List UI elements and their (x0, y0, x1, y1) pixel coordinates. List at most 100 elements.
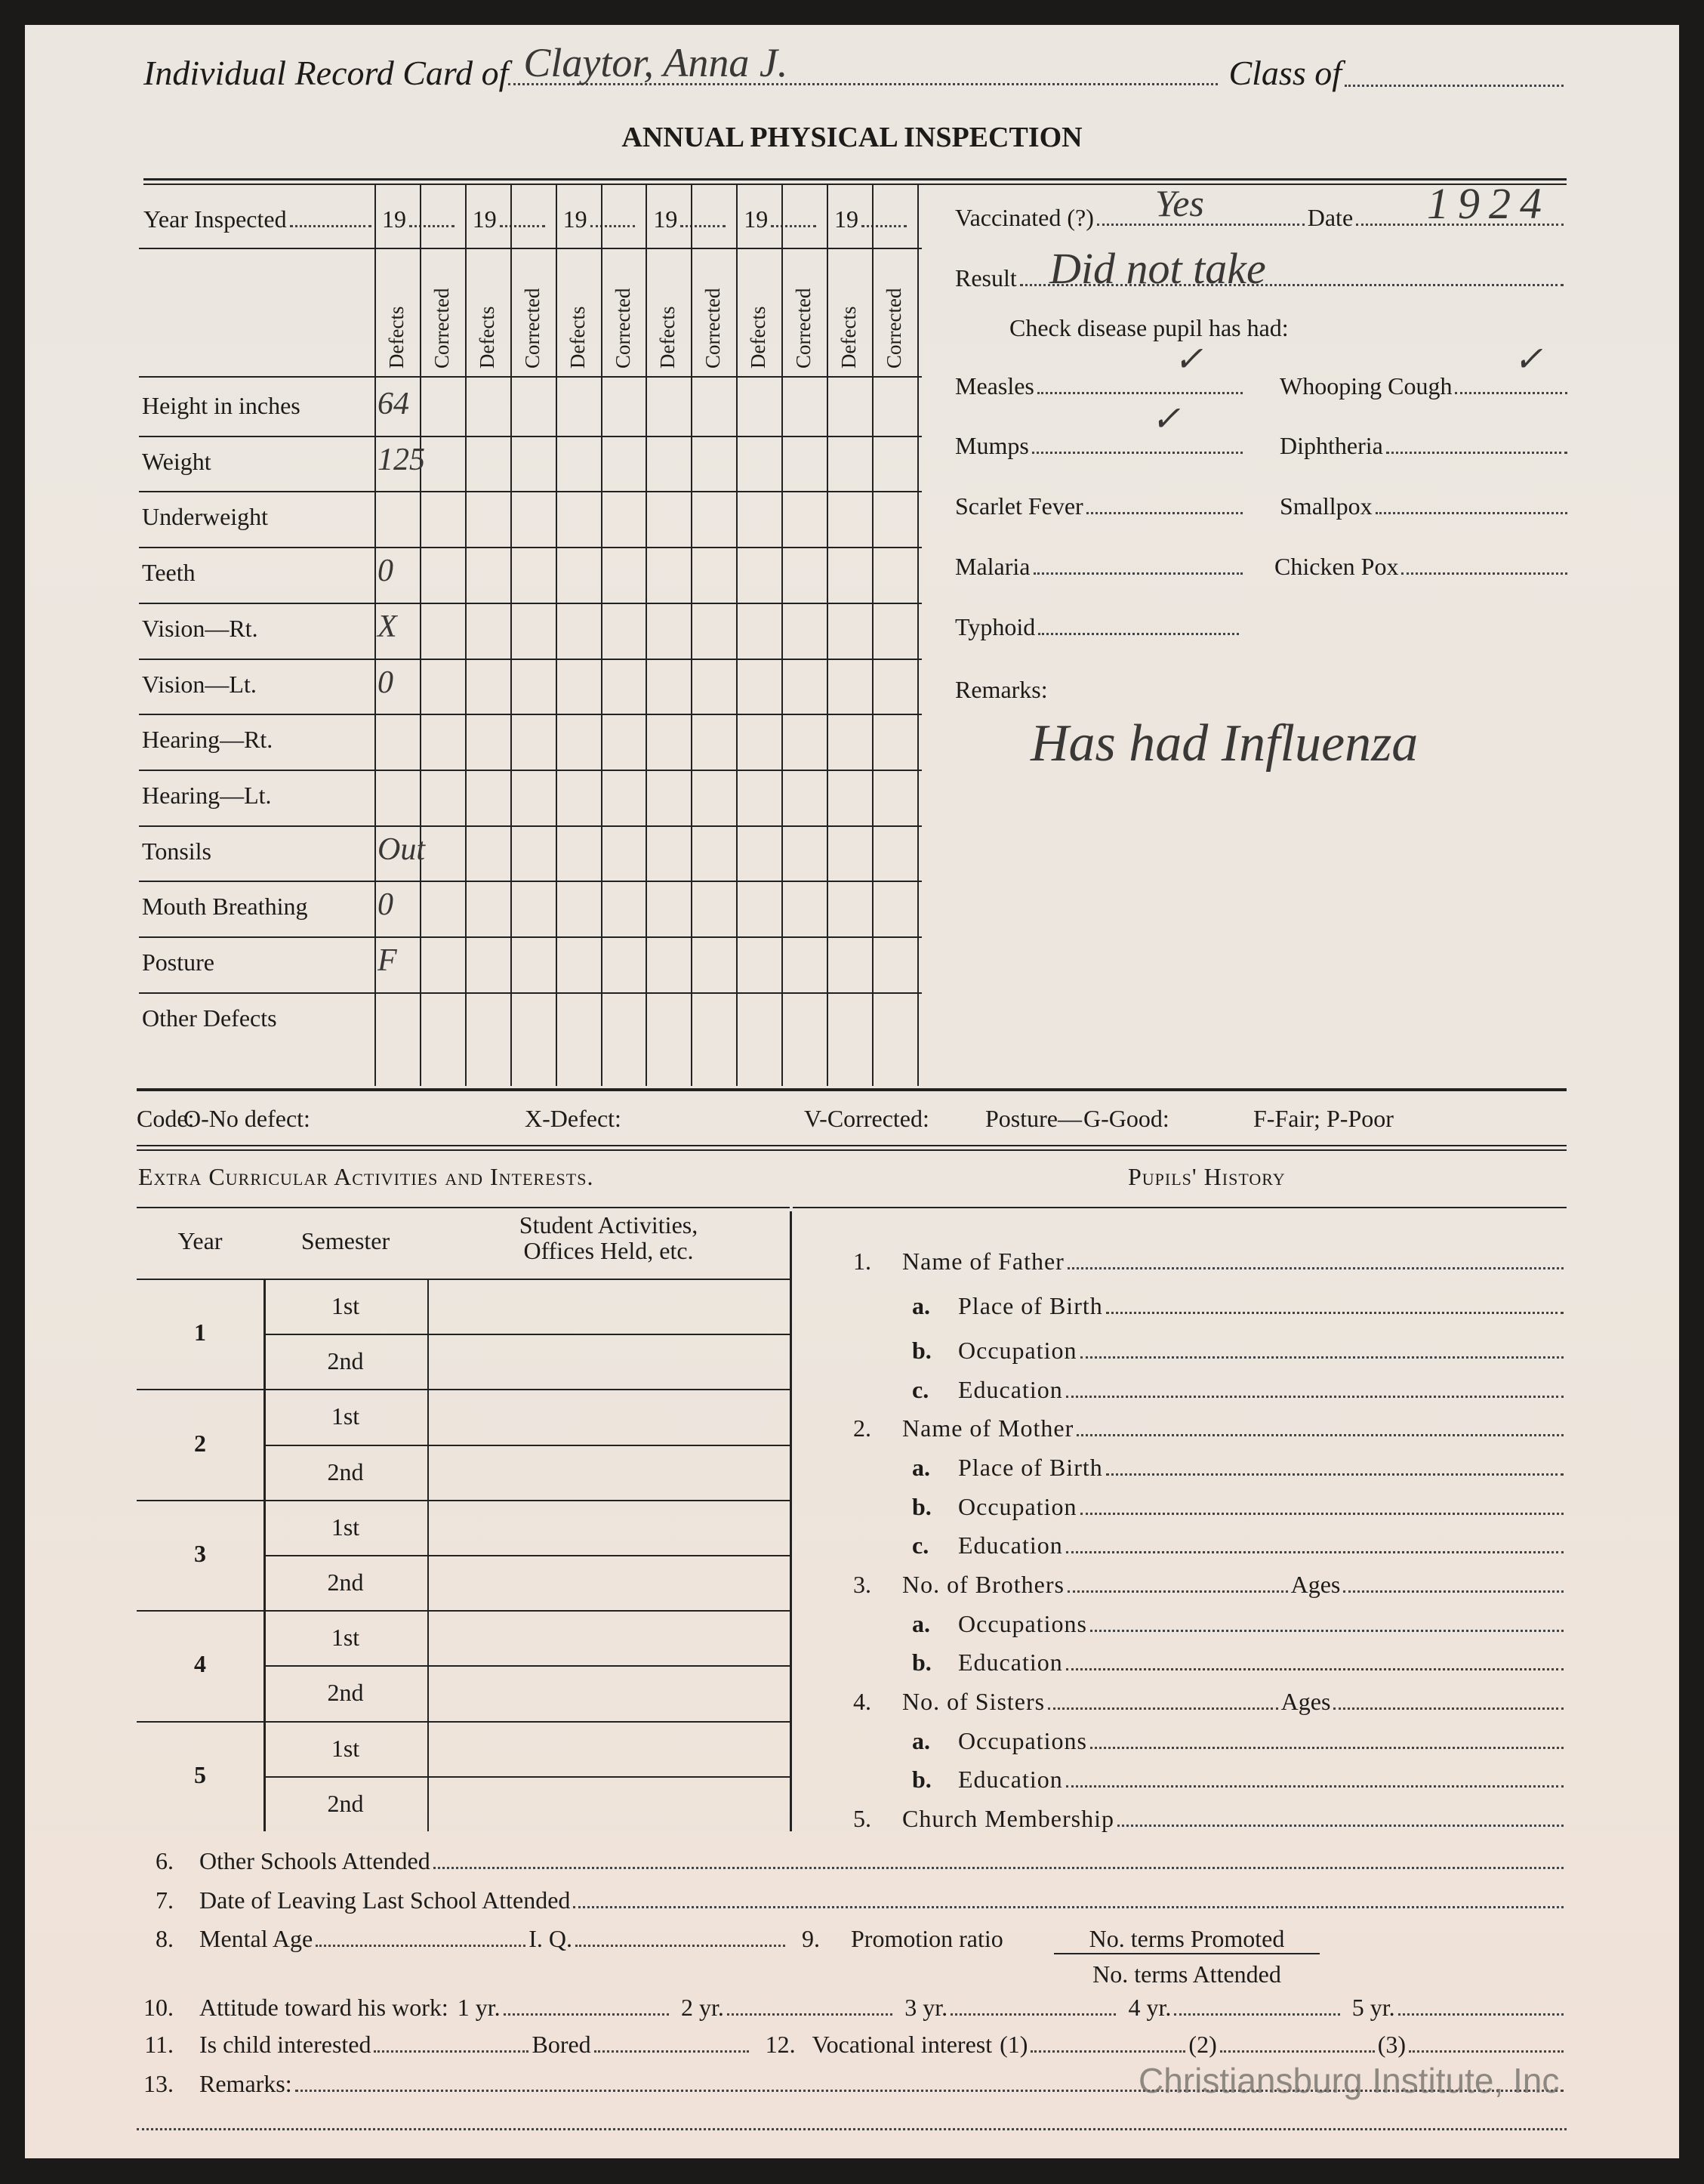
row-rule (263, 1775, 790, 1778)
disease-label: Malaria (955, 553, 1031, 580)
history-item-6[interactable]: Occupation (958, 1493, 1567, 1521)
defects-header: Defects (837, 306, 860, 369)
history-item-8[interactable]: No. of Brothers Ages (902, 1571, 1567, 1599)
yr-1: 1 yr. (457, 1994, 501, 2021)
activity-cell-4-1[interactable] (429, 1612, 788, 1664)
year-inspected-2[interactable]: 19 (473, 205, 548, 233)
name-field[interactable]: Claytor, Anna J. (508, 40, 1219, 85)
history-label: Church Membership (902, 1805, 1114, 1832)
disease-3[interactable]: Diphtheria (1280, 432, 1570, 460)
history-item-4[interactable]: Name of Mother (902, 1414, 1567, 1442)
disease-label: Measles (955, 372, 1034, 399)
semester-4-1: 1st (331, 1624, 360, 1652)
leaving-date-field[interactable]: Date of Leaving Last School Attended (199, 1886, 1567, 1914)
dotted-leader (1080, 1356, 1564, 1359)
dotted-leader (1080, 1513, 1564, 1515)
header-rule (137, 1279, 790, 1280)
dotted-leader (316, 1945, 526, 1947)
dotted-leader (1086, 512, 1243, 514)
activity-cell-5-1[interactable] (429, 1723, 788, 1775)
disease-5[interactable]: Smallpox (1280, 492, 1570, 520)
history-label: Education (958, 1376, 1063, 1403)
defects-header: Defects (656, 306, 679, 369)
row-value-3[interactable]: 0 (377, 554, 393, 589)
item-number: 9. (802, 1925, 820, 1952)
row-value-10[interactable]: F (377, 943, 397, 978)
item-number: 12. (765, 2031, 796, 2058)
activity-cell-1-1[interactable] (429, 1280, 788, 1332)
other-schools-field[interactable]: Other Schools Attended (199, 1847, 1567, 1875)
activity-cell-5-2[interactable] (429, 1778, 788, 1830)
corrected-header: Corrected (792, 288, 815, 369)
activity-cell-2-2[interactable] (429, 1446, 788, 1498)
history-label: No. of Sisters (902, 1688, 1046, 1715)
row-value-8[interactable]: Out (377, 831, 425, 867)
disease-1[interactable]: Whooping Cough (1280, 372, 1570, 400)
item-number: 7. (156, 1886, 174, 1914)
history-item-11[interactable]: No. of Sisters Ages (902, 1688, 1567, 1716)
activity-cell-4-2[interactable] (429, 1667, 788, 1719)
year-inspected-1[interactable]: 19 (382, 205, 458, 233)
dotted-leader (771, 225, 816, 227)
remarks-bottom-field[interactable]: Remarks: (199, 2070, 1567, 2098)
dotted-leader (1038, 633, 1239, 635)
dotted-leader (409, 225, 455, 227)
title-label: Individual Record Card of (143, 54, 509, 92)
year-inspected-4[interactable]: 19 (653, 205, 729, 233)
history-item-3[interactable]: Education (958, 1376, 1567, 1404)
dotted-leader (1096, 224, 1305, 226)
bored-label: Bored (532, 2031, 591, 2058)
row-value-9[interactable]: 0 (377, 887, 393, 923)
history-item-10[interactable]: Education (958, 1649, 1567, 1677)
rule (793, 1207, 1567, 1208)
history-item-5[interactable]: Place of Birth (958, 1454, 1567, 1482)
history-num-1: a. (912, 1292, 930, 1319)
history-item-14[interactable]: Church Membership (902, 1805, 1567, 1833)
history-item-12[interactable]: Occupations (958, 1727, 1567, 1755)
disease-7[interactable]: Chicken Pox (1274, 553, 1570, 581)
voc-2: (2) (1188, 2031, 1217, 2058)
activity-cell-3-1[interactable] (429, 1501, 788, 1553)
column-line (419, 184, 421, 1086)
row-rule (139, 547, 922, 549)
year-inspected-6[interactable]: 19 (834, 205, 910, 233)
row-value-1[interactable]: 125 (377, 442, 425, 477)
dotted-leader (1105, 1473, 1564, 1476)
disease-0[interactable]: Measles (955, 372, 1246, 400)
history-item-7[interactable]: Education (958, 1532, 1567, 1559)
mental-age-iq-field: Mental Age I. Q. (199, 1925, 788, 1953)
activity-cell-2-1[interactable] (429, 1390, 788, 1442)
disease-label: Whooping Cough (1280, 372, 1453, 399)
dotted-leader (1117, 1825, 1564, 1827)
disease-8[interactable]: Typhoid (955, 613, 1242, 641)
dotted-leader (680, 225, 726, 227)
dotted-leader (1065, 1396, 1564, 1398)
activity-cell-3-2[interactable] (429, 1556, 788, 1609)
history-item-1[interactable]: Place of Birth (958, 1292, 1567, 1320)
dotted-leader (1401, 572, 1567, 575)
header-rule (139, 376, 922, 378)
row-rule (137, 1389, 790, 1391)
year-prefix: 19 (653, 205, 678, 233)
activity-cell-1-2[interactable] (429, 1335, 788, 1387)
row-value-4[interactable]: X (377, 609, 397, 644)
header-rule (139, 248, 922, 249)
row-value-5[interactable]: 0 (377, 665, 393, 700)
row-value-0[interactable]: 64 (377, 387, 409, 421)
history-item-9[interactable]: Occupations (958, 1610, 1567, 1638)
history-item-0[interactable]: Name of Father (902, 1248, 1567, 1276)
history-label: Occupation (958, 1493, 1077, 1520)
item-number: 10. (143, 1994, 174, 2021)
disease-6[interactable]: Malaria (955, 553, 1246, 581)
disease-2[interactable]: Mumps (955, 432, 1246, 460)
column-line (600, 184, 602, 1086)
history-label: Education (958, 1649, 1063, 1676)
semester-5-1: 1st (331, 1734, 360, 1762)
history-item-2[interactable]: Occupation (958, 1337, 1567, 1365)
year-inspected-3[interactable]: 19 (563, 205, 639, 233)
disease-4[interactable]: Scarlet Fever (955, 492, 1246, 520)
row-rule (137, 1720, 790, 1723)
year-inspected-5[interactable]: 19 (744, 205, 819, 233)
history-item-13[interactable]: Education (958, 1766, 1567, 1794)
code-6: F-Fair; (1253, 1105, 1320, 1132)
